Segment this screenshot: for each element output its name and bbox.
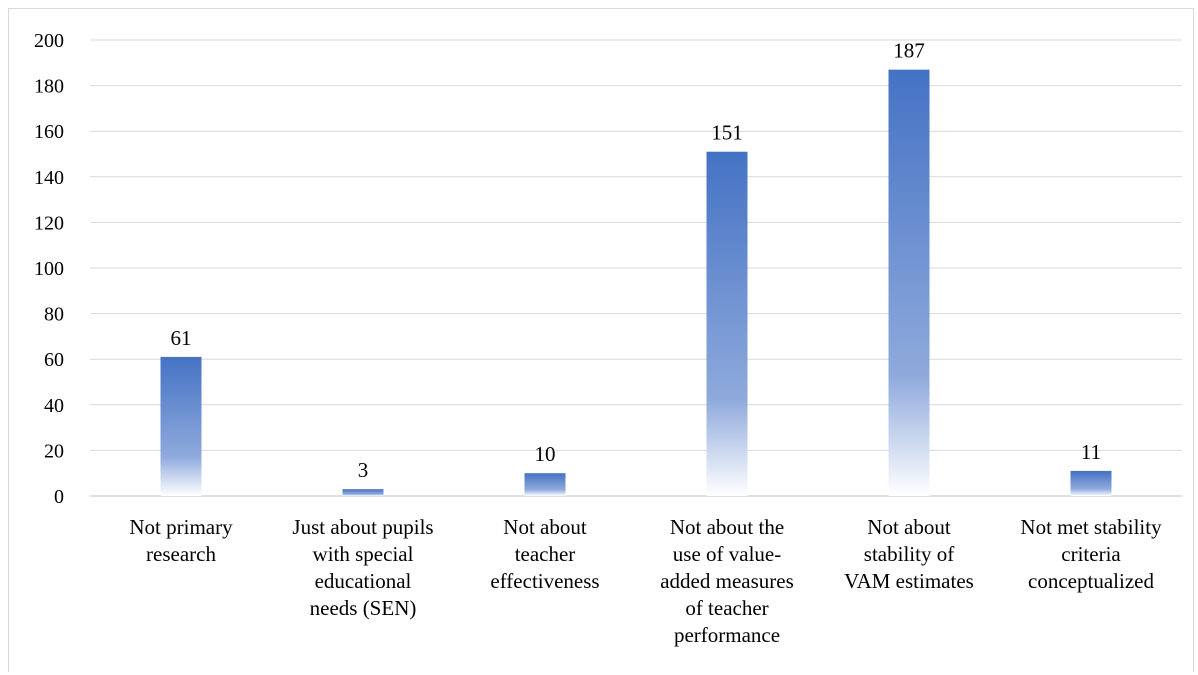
data-labels: 61 3 10 151 187 11 [171,39,1102,483]
category-labels: Not primary research Just about pupils with… [129,515,1162,647]
data-label: 10 [535,442,556,466]
category-label: Not about teacher effectiveness [490,515,599,593]
data-label: 151 [711,121,743,145]
bar [706,151,748,496]
category-label: Not met stability criteria conceptualized [1020,515,1162,593]
bar [160,356,202,496]
y-tick-label: 0 [54,486,64,508]
bars [160,69,1112,496]
y-tick-label: 100 [34,258,64,280]
y-tick-label: 180 [34,76,64,98]
y-tick-label: 120 [34,212,64,234]
category-label: Not primary research [129,515,233,566]
bar [1070,470,1112,496]
y-tick-label: 40 [44,395,64,417]
bar [888,69,930,496]
y-tick-label: 140 [34,167,64,189]
y-tick-label: 200 [34,30,64,52]
bar [342,489,384,496]
bar [524,473,566,496]
y-tick-label: 160 [34,121,64,143]
data-label: 3 [358,458,369,482]
chart-frame [8,8,1194,672]
y-tick-label: 80 [44,304,64,326]
data-label: 61 [171,326,192,350]
category-label: Not about the use of value-added measures… [660,515,794,647]
data-label: 11 [1081,440,1101,464]
y-tick-label: 60 [44,349,64,371]
data-label: 187 [893,39,925,63]
y-tick-label: 20 [44,440,64,462]
y-axis-ticks: 0 20 40 60 80 100 120 140 160 180 200 [34,30,64,508]
category-label: Not about stability of VAM estimates [844,515,974,593]
gridlines [90,39,1182,497]
category-label: Just about pupils with special educational… [292,515,433,620]
